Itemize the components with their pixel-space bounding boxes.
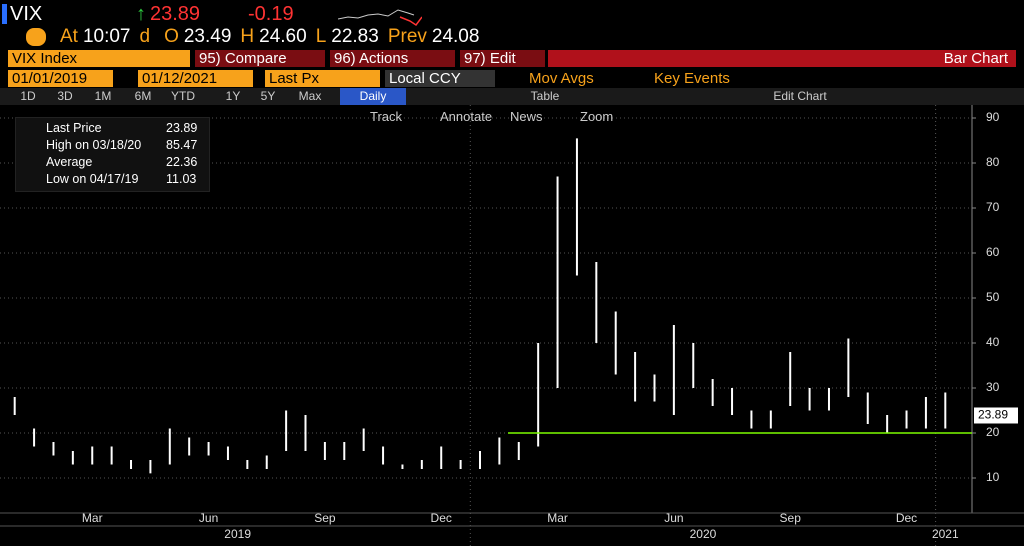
y-tick-label: 80 (986, 155, 1000, 169)
period-button[interactable]: 3D (57, 89, 73, 103)
legend: Last Price 23.89 High on 03/18/20 85.47 Aver… (15, 117, 210, 192)
start-date[interactable]: 01/01/2019 (8, 70, 113, 87)
quote-label: L (315, 26, 327, 47)
x-tick-label: Sep (314, 511, 336, 525)
legend-value: 23.89 (166, 121, 198, 135)
edit-chart[interactable]: Edit Chart (773, 89, 827, 103)
legend-label: Low on 04/17/19 (46, 172, 139, 186)
year-label: 2021 (932, 527, 959, 541)
period-button[interactable]: 1D (20, 89, 36, 103)
quote-value: 22.83 (331, 26, 379, 47)
legend-label: Average (46, 155, 93, 169)
y-tick-label: 90 (986, 110, 1000, 124)
quote-label: O (164, 26, 179, 47)
frequency[interactable]: Daily (340, 88, 406, 105)
period-button[interactable]: 1Y (225, 89, 241, 103)
option[interactable]: Key Events (654, 70, 730, 87)
currency[interactable]: Local CCY (385, 70, 495, 87)
year-label: 2019 (224, 527, 251, 541)
y-tick-label: 20 (986, 425, 1000, 439)
table[interactable]: Table (530, 89, 560, 103)
ticker: VIX (10, 3, 43, 25)
chart-tool[interactable]: Zoom (580, 109, 614, 124)
quote-label: H (240, 26, 255, 47)
toolbar-button[interactable]: 97) Edit (460, 50, 545, 67)
period-button[interactable]: 5Y (260, 89, 276, 103)
marker (2, 4, 7, 24)
quote-value: 23.49 (183, 26, 232, 47)
quote-value: 24.60 (259, 26, 307, 47)
legend-value: 85.47 (166, 138, 198, 152)
x-tick-label: Jun (664, 511, 683, 525)
sparkline (338, 9, 422, 27)
y-tick-label: 70 (986, 200, 1000, 214)
y-tick-label: 50 (986, 290, 1000, 304)
period-bar (0, 88, 1024, 105)
change: -0.19 (248, 3, 294, 25)
y-tick-label: 10 (986, 470, 1000, 484)
y-tick-label: 40 (986, 335, 1000, 349)
year-label: 2020 (690, 527, 717, 541)
field[interactable]: Last Px (265, 70, 380, 87)
x-tick-label: Jun (199, 511, 218, 525)
y-tick-label: 60 (986, 245, 1000, 259)
toolbar-button[interactable]: 95) Compare (195, 50, 325, 67)
legend-label: Last Price (46, 121, 102, 135)
security[interactable]: VIX Index (8, 50, 190, 67)
legend-value: 22.36 (166, 155, 198, 169)
period-button[interactable]: 1M (94, 89, 112, 103)
chart-tool[interactable]: Annotate (440, 109, 493, 124)
period-button[interactable]: Max (298, 89, 322, 103)
option[interactable]: Mov Avgs (529, 70, 594, 87)
chart-tool[interactable]: News (510, 109, 543, 124)
period-button[interactable]: YTD (171, 89, 195, 103)
x-tick-label: Dec (896, 511, 917, 525)
y-tick-label: 30 (986, 380, 1000, 394)
last-price-tag (974, 407, 1018, 424)
quote-line: At 10:07 d O 23.49 H 24.60 L 22.83 Prev 24.08 (60, 26, 488, 48)
chart: 10 20 30 40 50 60 70 80 90 Mar Jun Sep Dec Mar Jun Sep D… (0, 105, 1024, 546)
x-tick-label: Sep (780, 511, 802, 525)
quote-label: At (60, 26, 78, 47)
up-arrow: ↑ (136, 3, 146, 25)
x-tick-label: Dec (431, 511, 452, 525)
icon (26, 28, 46, 46)
toolbar-button[interactable]: 96) Actions (330, 50, 455, 67)
x-tick-label: Mar (547, 511, 568, 525)
chart-tool[interactable]: Track (370, 109, 403, 124)
end-date[interactable]: 01/12/2021 (138, 70, 253, 87)
quote-label: Prev (387, 26, 427, 47)
legend-value: 11.03 (166, 172, 197, 186)
x-tick-label: Mar (82, 511, 103, 525)
period-button[interactable]: 6M (134, 89, 152, 103)
quote-value: 24.08 (431, 26, 480, 47)
last-price-label: 23.89 (978, 408, 1008, 422)
quote-label: d (139, 26, 151, 47)
legend-label: High on 03/18/20 (46, 138, 142, 152)
view[interactable]: Bar Chart (548, 50, 1016, 67)
quote-value: 10:07 (82, 26, 131, 47)
last-price: 23.89 (150, 3, 201, 25)
